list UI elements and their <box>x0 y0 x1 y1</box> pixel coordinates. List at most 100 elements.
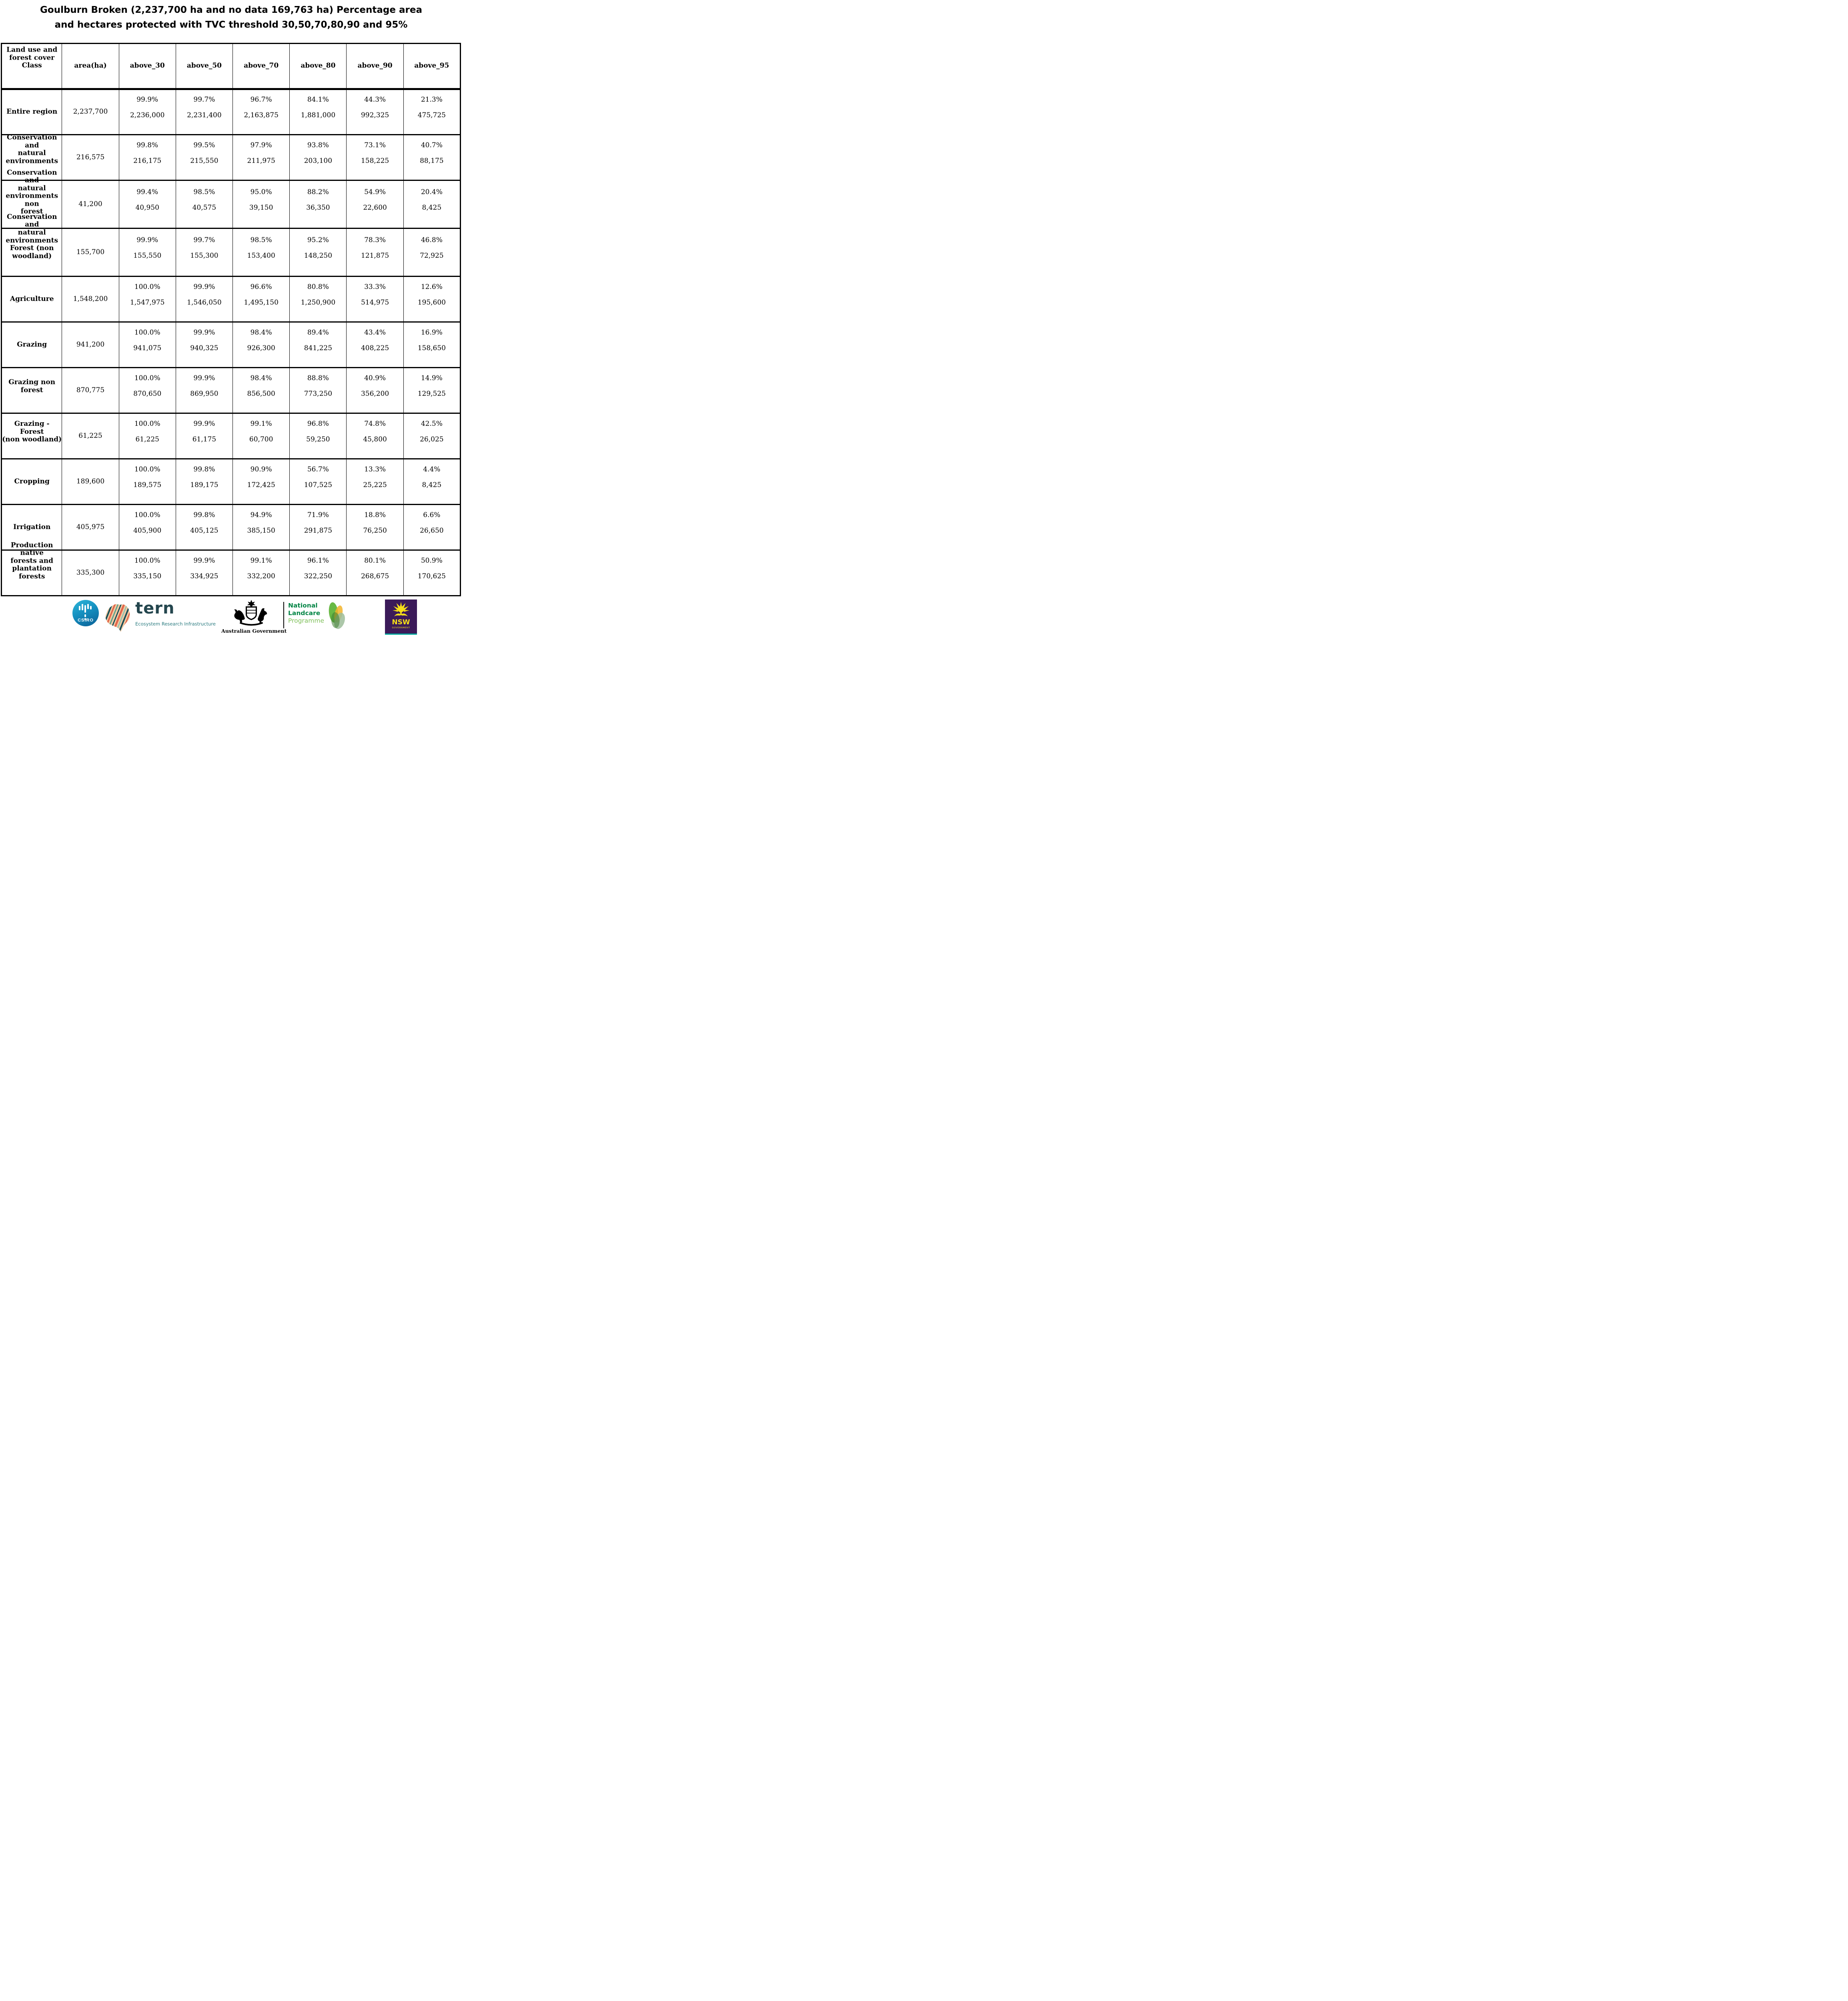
threshold-cell-above-70: 98.5% 153,400 <box>233 228 290 277</box>
threshold-cell-above-90: 73.1% 158,225 <box>346 134 404 180</box>
hectares-value: 121,875 <box>361 252 389 260</box>
hectares-value: 215,550 <box>190 157 218 165</box>
nsw-teal-strip <box>385 634 417 635</box>
row-label: Conservation and natural environments <box>6 133 58 165</box>
hectares-value: 941,075 <box>133 344 162 353</box>
percent-value: 50.9% <box>421 557 443 565</box>
australian-government-logo: Australian Government <box>221 599 287 634</box>
threshold-cell-above-50: 99.9% 940,325 <box>175 321 233 368</box>
hectares-value: 76,250 <box>363 527 387 535</box>
hectares-value: 60,700 <box>249 435 273 444</box>
threshold-cell-above-90: 54.9% 22,600 <box>346 180 404 229</box>
percent-value: 94.9% <box>250 511 272 519</box>
percent-value: 78.3% <box>364 236 386 245</box>
percent-value: 54.9% <box>364 188 386 196</box>
hectares-value: 195,600 <box>417 299 446 307</box>
percent-value: 40.7% <box>421 141 443 149</box>
hectares-value: 408,225 <box>361 344 389 353</box>
percent-value: 12.6% <box>421 283 443 291</box>
threshold-values: 40.7% 88,175 <box>420 134 443 173</box>
percent-value: 100.0% <box>134 329 160 337</box>
tern-text-block: tern Ecosystem Research Infrastructure <box>135 600 216 627</box>
hectares-value: 322,250 <box>304 572 333 581</box>
percent-value: 99.8% <box>136 141 158 149</box>
threshold-values: 100.0% 870,650 <box>133 367 161 406</box>
threshold-cell-above-95: 16.9% 158,650 <box>403 322 461 368</box>
threshold-values: 99.9% 155,550 <box>133 229 161 268</box>
threshold-cell-above-70: 98.4% 926,300 <box>233 322 290 368</box>
percent-value: 99.9% <box>193 374 215 383</box>
threshold-values: 99.1% 60,700 <box>249 413 273 452</box>
australian-government-crest-icon <box>234 599 267 626</box>
threshold-values: 13.3% 25,225 <box>363 458 387 497</box>
percent-value: 43.4% <box>364 329 386 337</box>
hectares-value: 107,525 <box>304 481 333 489</box>
area-cell: 941,200 <box>62 322 119 368</box>
row-label-cell: Grazing non forest <box>1 367 62 413</box>
hectares-value: 2,163,875 <box>244 111 279 120</box>
threshold-cell-above-90: 18.8% 76,250 <box>346 504 404 550</box>
hectares-value: 88,175 <box>420 157 444 165</box>
threshold-values: 99.9% 869,950 <box>190 367 218 406</box>
threshold-cell-above-80: 88.8% 773,250 <box>289 367 347 413</box>
percent-value: 99.9% <box>136 96 158 104</box>
table-row: Agriculture 1,548,200 100.0% 1,547,975 9… <box>1 276 461 322</box>
area-cell: 189,600 <box>62 459 119 505</box>
row-label-cell: Conservation and natural environments Fo… <box>1 213 62 277</box>
row-label-cell: Cropping <box>1 459 62 505</box>
nsw-waratah-icon <box>393 602 409 617</box>
percent-value: 99.4% <box>136 188 158 196</box>
threshold-cell-above-95: 40.7% 88,175 <box>403 134 461 180</box>
percent-value: 98.4% <box>250 329 272 337</box>
threshold-cell-above-30: 100.0% 1,547,975 <box>118 276 176 322</box>
threshold-values: 93.8% 203,100 <box>304 134 332 173</box>
hectares-value: 291,875 <box>304 527 333 535</box>
threshold-values: 98.5% 40,575 <box>192 181 216 220</box>
threshold-cell-above-70: 94.9% 385,150 <box>233 504 290 550</box>
threshold-cell-above-50: 99.9% 869,950 <box>175 367 233 413</box>
threshold-cell-above-80: 88.2% 36,350 <box>289 180 347 229</box>
table-row: Conservation and natural environments no… <box>1 168 461 229</box>
threshold-cell-above-50: 99.8% 405,125 <box>175 504 233 550</box>
hectares-value: 59,250 <box>306 435 330 444</box>
percent-value: 99.8% <box>193 465 215 474</box>
percent-value: 88.2% <box>307 188 329 196</box>
hectares-value: 870,650 <box>133 390 162 398</box>
percent-value: 88.8% <box>307 374 329 383</box>
threshold-values: 33.3% 514,975 <box>361 276 389 315</box>
header-label: above_95 <box>414 62 449 70</box>
hectares-value: 129,525 <box>417 390 446 398</box>
threshold-cell-above-70: 96.6% 1,495,150 <box>233 276 290 322</box>
threshold-cell-above-95: 46.8% 72,925 <box>403 228 461 277</box>
threshold-values: 100.0% 405,900 <box>133 504 161 543</box>
threshold-cell-above-70: 99.1% 60,700 <box>233 413 290 459</box>
header-cell: above_30 <box>118 43 176 89</box>
threshold-cell-above-70: 96.7% 2,163,875 <box>233 89 290 135</box>
hectares-value: 158,650 <box>417 344 446 353</box>
hectares-value: 61,225 <box>135 435 159 444</box>
page-title: Goulburn Broken (2,237,700 ha and no dat… <box>0 0 462 32</box>
hectares-value: 514,975 <box>361 299 389 307</box>
landcare-line-3: Programme <box>288 617 325 624</box>
threshold-values: 100.0% 941,075 <box>133 321 161 361</box>
national-landcare-text: National Landcare Programme <box>288 602 324 625</box>
threshold-cell-above-80: 96.1% 322,250 <box>289 550 347 596</box>
hectares-value: 45,800 <box>363 435 387 444</box>
nsw-government-label: GOVERNMENT <box>392 627 410 629</box>
threshold-values: 99.8% 216,175 <box>133 134 161 173</box>
nsw-government-logo: NSW GOVERNMENT <box>385 599 417 635</box>
percent-value: 16.9% <box>421 329 443 337</box>
hectares-value: 155,550 <box>133 252 162 260</box>
threshold-values: 12.6% 195,600 <box>418 276 446 315</box>
threshold-cell-above-95: 20.4% 8,425 <box>403 180 461 229</box>
percent-value: 74.8% <box>364 420 386 428</box>
percent-value: 95.2% <box>307 236 329 245</box>
threshold-values: 99.5% 215,550 <box>190 134 218 173</box>
threshold-values: 54.9% 22,600 <box>363 181 387 220</box>
threshold-values: 99.9% 940,325 <box>190 321 218 361</box>
threshold-values: 78.3% 121,875 <box>361 229 389 268</box>
threshold-cell-above-95: 42.5% 26,025 <box>403 413 461 459</box>
threshold-cell-above-90: 74.8% 45,800 <box>346 413 404 459</box>
table-row: Irrigation 405,975 100.0% 405,900 99.8% … <box>1 504 461 550</box>
table-row: Grazing non forest 870,775 100.0% 870,65… <box>1 367 461 413</box>
